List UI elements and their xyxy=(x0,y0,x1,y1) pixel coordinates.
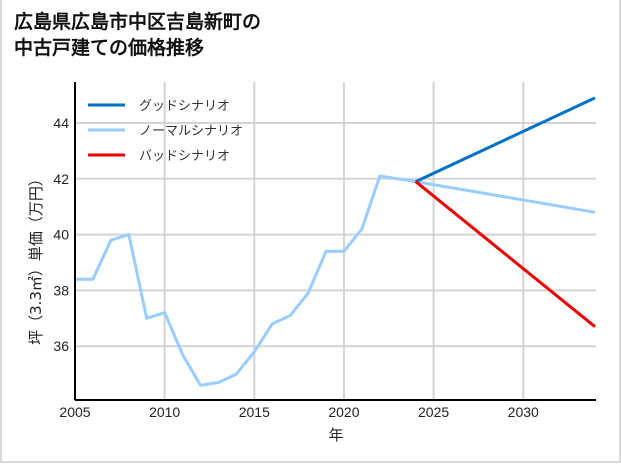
x-axis-label: 年 xyxy=(328,426,343,444)
title-line-2: 中古戸建ての価格推移 xyxy=(14,37,205,59)
y-tick-label: 36 xyxy=(53,338,69,354)
series-line xyxy=(415,96,596,183)
series-line xyxy=(75,174,596,387)
x-tick-label: 2005 xyxy=(59,404,90,420)
legend-label: グッドシナリオ xyxy=(139,99,230,114)
grid-lines xyxy=(75,82,596,400)
x-tick-label: 2010 xyxy=(149,404,180,420)
y-axis-label: 坪（3.3㎡）単価（万円） xyxy=(27,171,45,345)
x-tick-label: 2020 xyxy=(328,404,359,420)
y-tick-label: 42 xyxy=(53,171,69,187)
axes: 2005 2010 2015 2020 2025 2030 36 38 40 42 44 年 坪（3.3… xyxy=(27,82,596,444)
x-tick-label: 2025 xyxy=(418,404,449,420)
x-tick-label: 2030 xyxy=(508,404,539,420)
chart-title: 広島県広島市中区吉島新町の 中古戸建ての価格推移 xyxy=(14,9,261,61)
y-tick-label: 44 xyxy=(53,115,69,131)
series-line xyxy=(414,180,596,328)
y-tick-label: 38 xyxy=(53,282,69,298)
x-tick-label: 2015 xyxy=(239,404,270,420)
title-line-1: 広島県広島市中区吉島新町の xyxy=(14,11,262,33)
y-tick-label: 40 xyxy=(53,227,69,243)
legend-label: バッドシナリオ xyxy=(139,149,230,164)
legend-label: ノーマルシナリオ xyxy=(139,124,243,139)
series-lines xyxy=(75,96,596,387)
